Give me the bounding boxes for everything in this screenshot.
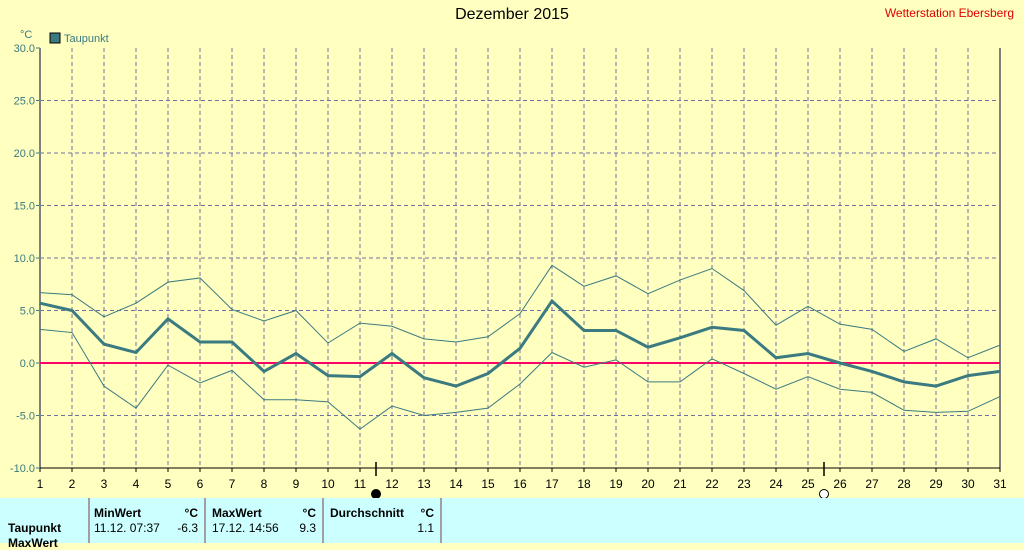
x-tick-label: 13 [417, 477, 431, 491]
x-tick-label: 19 [609, 477, 623, 491]
new-moon-icon [371, 489, 381, 498]
max-value: 9.3 [299, 521, 316, 535]
station-name: Wetterstation Ebersberg [884, 6, 1014, 20]
x-tick-label: 7 [229, 477, 236, 491]
x-tick-label: 24 [769, 477, 783, 491]
y-tick-label: 10.0 [14, 253, 35, 265]
y-axis-unit: °C [20, 29, 32, 41]
x-tick-label: 18 [577, 477, 591, 491]
series-line-taupunkt [39, 298, 1001, 388]
min-col: MinWert °C 11.12. 07:37 -6.3 [88, 498, 206, 543]
label-col: Taupunkt MaxWert [0, 498, 90, 550]
y-tick-label: 5.0 [20, 306, 35, 318]
x-tick-label: 22 [705, 477, 719, 491]
x-tick-label: 11 [354, 477, 367, 491]
x-tick-label: 15 [481, 477, 495, 491]
x-tick-label: 30 [961, 477, 975, 491]
y-tick-label: -10.0 [10, 463, 35, 475]
min-time: 11.12. 07:37 [94, 521, 160, 535]
x-tick-label: 2 [69, 477, 76, 491]
y-tick-label: 20.0 [14, 148, 35, 160]
x-tick-label: 10 [321, 477, 335, 491]
x-tick-label: 16 [513, 477, 527, 491]
series-line-min [39, 328, 1001, 430]
y-tick-label: 15.0 [14, 201, 35, 213]
x-tick-label: 31 [993, 477, 1007, 491]
x-tick-label: 12 [385, 477, 399, 491]
y-tick-label: 30.0 [14, 43, 35, 55]
avg-unit: °C [420, 506, 434, 520]
x-tick-label: 25 [801, 477, 815, 491]
x-tick-label: 5 [165, 477, 172, 491]
series-line-max [39, 264, 1001, 359]
x-tick-label: 3 [101, 477, 108, 491]
x-tick-label: 14 [449, 477, 463, 491]
x-tick-label: 29 [929, 477, 943, 491]
avg-header: Durchschnitt [330, 506, 405, 520]
stats-table: Taupunkt MaxWert MinWert °C 11.12. 07:37… [0, 498, 1024, 550]
x-tick-label: 21 [673, 477, 687, 491]
x-tick-label: 17 [545, 477, 559, 491]
avg-col: Durchschnitt °C 1.1 [324, 498, 442, 543]
x-tick-label: 27 [865, 477, 879, 491]
min-value: -6.3 [177, 521, 198, 535]
chart-title: Dezember 2015 [455, 6, 569, 23]
x-tick-label: 26 [833, 477, 847, 491]
y-tick-label: 0.0 [20, 358, 35, 370]
y-tick-label: -5.0 [16, 411, 35, 423]
min-header: MinWert [94, 506, 142, 520]
avg-value: 1.1 [417, 521, 434, 535]
x-tick-label: 23 [737, 477, 751, 491]
row-label: Taupunkt [8, 521, 62, 535]
y-tick-label: 25.0 [14, 96, 35, 108]
x-tick-label: 20 [641, 477, 655, 491]
x-tick-label: 28 [897, 477, 911, 491]
x-tick-label: 4 [133, 477, 140, 491]
max-col: MaxWert °C 17.12. 14:56 9.3 [206, 498, 324, 543]
x-tick-label: 8 [261, 477, 268, 491]
max-time: 17.12. 14:56 [212, 521, 279, 535]
x-tick-label: 9 [293, 477, 300, 491]
row-label-2: MaxWert [8, 536, 58, 550]
chart: 30.025.020.015.010.05.00.0-5.0-10.01 2 3 4 5… [10, 29, 1007, 498]
x-tick-label: 1 [37, 477, 44, 491]
x-tick-label: 6 [197, 477, 204, 491]
max-unit: °C [302, 506, 316, 520]
legend-swatch [49, 32, 61, 44]
min-unit: °C [184, 506, 198, 520]
max-header: MaxWert [212, 506, 262, 520]
full-moon-icon [819, 489, 829, 498]
legend-label: Taupunkt [64, 33, 109, 45]
